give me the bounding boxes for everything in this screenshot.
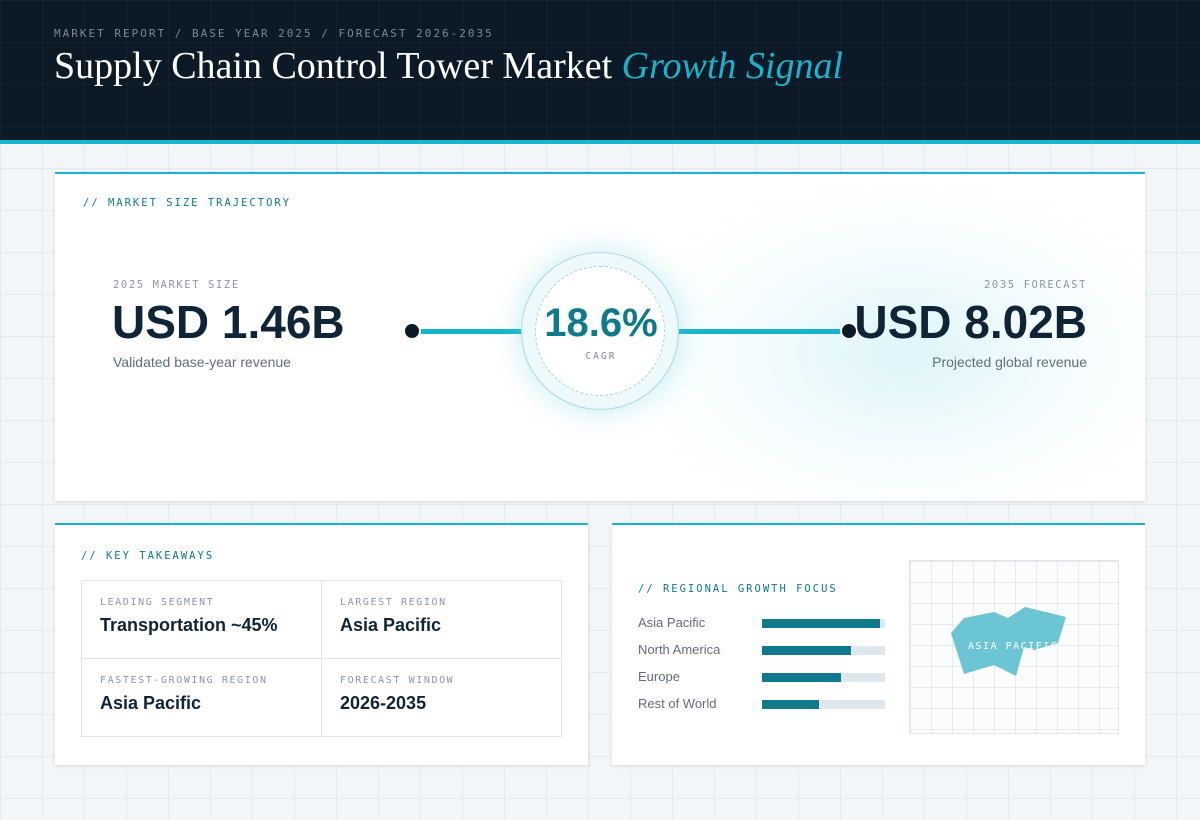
takeaway-fastest-growing-region: FASTEST-GROWING REGION Asia Pacific [82, 659, 322, 737]
takeaway-leading-segment: LEADING SEGMENT Transportation ~45% [82, 581, 322, 659]
region-name: Europe [638, 669, 680, 684]
cagr-inner-ring: 18.6% CAGR [535, 266, 665, 396]
trajectory-line-left [415, 329, 535, 334]
region-bar-track [762, 646, 885, 655]
takeaway-value: Transportation ~45% [100, 615, 278, 635]
trajectory-label: // MARKET SIZE TRAJECTORY [83, 197, 292, 209]
region-bar-track [762, 673, 885, 682]
title-accent: Growth Signal [621, 45, 843, 87]
takeaway-value: Asia Pacific [340, 615, 442, 635]
cagr-badge: 18.6% CAGR [521, 252, 679, 410]
region-bar-fill [762, 700, 819, 709]
takeaway-value: 2026-2035 [340, 693, 427, 713]
end-dot [840, 322, 858, 340]
region-name: North America [638, 642, 721, 657]
base-year-value: USD 1.46B [112, 296, 345, 348]
region-bar-row: North America [638, 640, 888, 660]
forecast-value: USD 8.02B [854, 296, 1087, 348]
takeaway-label: LARGEST REGION [340, 597, 447, 608]
asia-pacific-region-shape [951, 607, 1066, 676]
asia-pacific-map: ASIA PACIFIC [909, 560, 1119, 734]
takeaways-grid: LEADING SEGMENT Transportation ~45% LARG… [81, 580, 562, 737]
region-bar-fill [762, 619, 881, 628]
region-bar-row: Rest of World [638, 694, 888, 714]
start-dot [403, 322, 421, 340]
region-bar-track [762, 619, 885, 628]
base-year-caption: Validated base-year revenue [113, 354, 291, 370]
region-name: Rest of World [638, 696, 717, 711]
regional-label: // REGIONAL GROWTH FOCUS [638, 583, 838, 595]
report-header: MARKET REPORT / BASE YEAR 2025 / FORECAS… [0, 0, 1200, 144]
takeaways-label: // KEY TAKEAWAYS [81, 550, 215, 562]
takeaway-forecast-window: FORECAST WINDOW 2026-2035 [322, 659, 562, 737]
region-bar-fill [762, 673, 841, 682]
market-trajectory-card: // MARKET SIZE TRAJECTORY 2025 MARKET SI… [55, 172, 1145, 501]
map-region-label: ASIA PACIFIC [968, 641, 1059, 652]
takeaway-label: FORECAST WINDOW [340, 675, 455, 686]
background-glow [615, 174, 1145, 501]
trajectory-line-right [665, 329, 845, 334]
region-bar-fill [762, 646, 851, 655]
cagr-value: 18.6% [544, 301, 658, 345]
takeaway-largest-region: LARGEST REGION Asia Pacific [322, 581, 562, 659]
takeaway-label: FASTEST-GROWING REGION [100, 675, 268, 686]
region-bar-track [762, 700, 885, 709]
takeaway-label: LEADING SEGMENT [100, 597, 215, 608]
key-takeaways-card: // KEY TAKEAWAYS LEADING SEGMENT Transpo… [55, 523, 588, 765]
title-main: Supply Chain Control Tower Market [54, 45, 613, 87]
forecast-eyebrow: 2035 FORECAST [984, 279, 1087, 291]
takeaway-value: Asia Pacific [100, 693, 202, 713]
regional-growth-card: // REGIONAL GROWTH FOCUS Asia Pacific No… [612, 523, 1145, 765]
cagr-label: CAGR [585, 351, 617, 362]
region-bar-row: Europe [638, 667, 888, 687]
region-name: Asia Pacific [638, 615, 706, 630]
page-title: Supply Chain Control Tower Market Growth… [54, 44, 843, 88]
report-eyebrow: MARKET REPORT / BASE YEAR 2025 / FORECAS… [54, 27, 494, 40]
base-year-eyebrow: 2025 MARKET SIZE [113, 279, 240, 291]
region-bar-row: Asia Pacific [638, 613, 888, 633]
forecast-caption: Projected global revenue [932, 354, 1087, 370]
